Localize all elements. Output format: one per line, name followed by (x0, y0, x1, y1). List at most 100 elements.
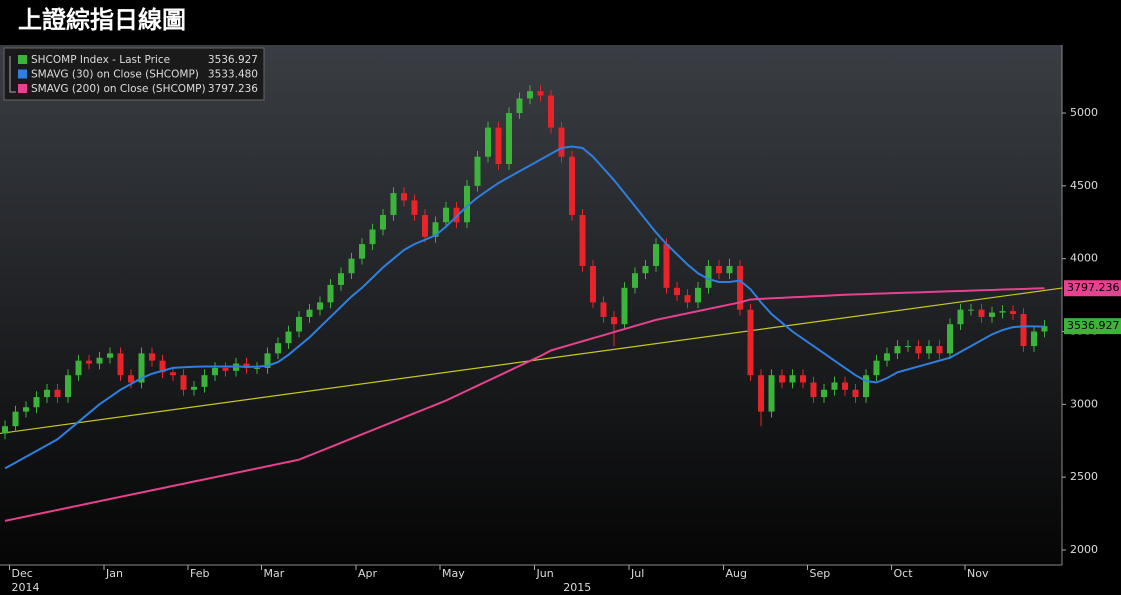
candle-body (737, 265, 743, 310)
candle-body (632, 273, 638, 288)
legend: SHCOMP Index - Last Price 3536.927 SMAVG (… (3, 47, 265, 101)
legend-label: SHCOMP Index - Last Price (31, 54, 170, 66)
candle-body (915, 346, 922, 354)
candle-body (716, 265, 722, 274)
candle-body (453, 207, 460, 223)
candle-body (705, 265, 712, 288)
candle-body (359, 244, 365, 259)
candle-body (149, 353, 155, 361)
candle-body (726, 265, 733, 274)
candle-body (905, 346, 911, 348)
plot (0, 85, 1063, 522)
legend-value: 3797.236 (208, 83, 258, 95)
candle-body (947, 324, 953, 354)
candle-body (348, 258, 355, 274)
candle-body (170, 372, 176, 376)
candle-body (306, 309, 313, 317)
candle-body (401, 193, 407, 201)
legend-label: SMAVG (200) on Close (SHCOMP) (31, 83, 206, 95)
candle-body (569, 156, 575, 215)
x-tick-label: Dec (12, 567, 33, 580)
x-tick-label: Nov (967, 567, 989, 580)
candle-body (621, 287, 628, 325)
candle-body (474, 156, 481, 186)
candle-body (768, 375, 775, 412)
candle-body (432, 222, 439, 237)
candle-body (579, 214, 586, 266)
legend-swatch (18, 69, 27, 79)
legend-box (3, 47, 265, 101)
y-tick-label: 5000 (1070, 106, 1098, 119)
candle-body (485, 127, 491, 157)
chart-title: 上證綜指日線圖 (18, 6, 186, 34)
x-tick-label: Jul (630, 567, 644, 580)
candle-body (926, 346, 932, 354)
candle-body (191, 386, 197, 390)
candle-body (201, 375, 208, 387)
legend-swatch (18, 55, 27, 64)
plot-area (0, 45, 1062, 565)
candle-body (117, 353, 124, 376)
candle-body (842, 382, 848, 390)
candle-body (936, 346, 943, 354)
candle-body (128, 375, 134, 383)
candle-body (957, 309, 964, 325)
legend-value: 3536.927 (208, 54, 258, 66)
candle-body (989, 312, 995, 317)
candle-body (894, 346, 901, 354)
x-tick-label: Jun (536, 567, 554, 580)
candle-body (243, 363, 250, 368)
legend-value: 3533.480 (208, 69, 258, 81)
candle-body (506, 113, 512, 165)
legend-bracket (9, 56, 16, 93)
candle-body (758, 375, 764, 412)
candle-body (275, 343, 281, 354)
candle-body (327, 284, 334, 303)
candle-body (642, 265, 649, 274)
candle-body (779, 375, 785, 383)
candle-body (180, 375, 187, 390)
candle-body (12, 411, 19, 427)
candle-body (464, 185, 470, 223)
candle-body (695, 287, 701, 303)
year-label: 2014 (12, 581, 40, 594)
x-tick-label: Apr (358, 567, 378, 580)
candle-body (789, 375, 796, 383)
candle-body (516, 98, 523, 114)
y-tick-label: 3000 (1070, 397, 1098, 410)
candle-body (317, 302, 323, 310)
candle-body (44, 389, 50, 398)
x-tick-label: Oct (894, 567, 914, 580)
candle-body (1020, 314, 1027, 347)
candle-body (338, 273, 344, 285)
y-tick-label: 2000 (1070, 543, 1098, 556)
candle-body (558, 127, 565, 157)
candle-body (212, 367, 218, 376)
candle-body (443, 207, 449, 223)
x-tick-label: Aug (726, 567, 747, 580)
candle-body (611, 316, 617, 325)
candle-body (222, 367, 229, 371)
candle-body (537, 91, 544, 96)
candle-body (821, 389, 827, 398)
candle-body (1031, 331, 1037, 347)
candle-body (1010, 311, 1016, 315)
candle-body (411, 200, 418, 215)
candle-body (831, 382, 838, 390)
y-tick-label: 4000 (1070, 252, 1098, 265)
x-tick-label: Sep (810, 567, 831, 580)
value-tag (1064, 318, 1121, 335)
candle-body (96, 357, 103, 364)
value-tag (1064, 280, 1121, 297)
candle-body (663, 244, 670, 288)
candle-body (800, 375, 806, 383)
candle-body (863, 375, 869, 398)
candle-body (684, 295, 691, 303)
candle-body (138, 353, 145, 383)
candle-body (495, 127, 502, 165)
x-tick-label: Feb (190, 567, 209, 580)
legend-label: SMAVG (30) on Close (SHCOMP) (31, 69, 199, 81)
candle-body (75, 360, 82, 376)
